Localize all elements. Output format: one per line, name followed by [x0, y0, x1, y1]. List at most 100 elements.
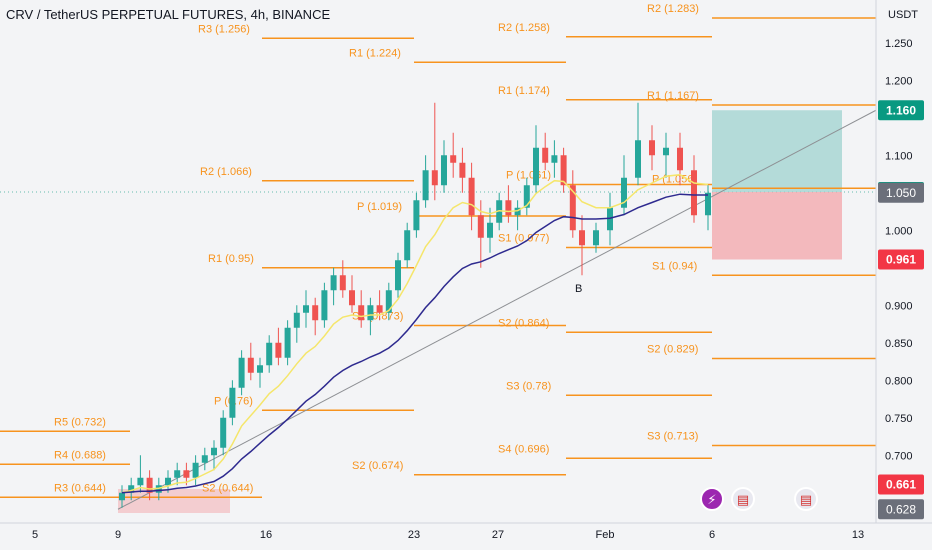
- price-badge-label: 0.961: [886, 253, 916, 267]
- candle-body: [514, 207, 521, 216]
- pivot-label: R1 (1.167): [647, 90, 699, 102]
- pivot-label: R4 (0.688): [54, 449, 106, 461]
- pivot-label: R1 (1.224): [349, 47, 401, 59]
- candle-body: [247, 357, 254, 373]
- price-badge: [878, 249, 924, 270]
- pivot-label: R2 (1.258): [498, 22, 550, 34]
- axis-unit-label: USDT: [888, 9, 918, 21]
- candle-body: [321, 290, 328, 321]
- candle-body: [128, 485, 135, 493]
- pivot-label: R3 (1.256): [198, 23, 250, 35]
- candle-body: [275, 342, 282, 358]
- us-flag-event-icon[interactable]: [731, 487, 755, 511]
- target-zone: [712, 110, 842, 192]
- price-badge-label: 0.628: [886, 502, 916, 516]
- y-tick-label: 0.850: [885, 338, 913, 350]
- pivot-label: P (1.061): [506, 170, 551, 182]
- pivot-label: R1 (0.95): [208, 253, 254, 265]
- candle-body: [523, 185, 530, 208]
- candle-body: [312, 305, 319, 321]
- y-tick-label: 0.900: [885, 300, 913, 312]
- x-tick-label: 5: [32, 529, 38, 541]
- candle-body: [395, 260, 401, 291]
- lightning-event-icon[interactable]: [700, 487, 724, 511]
- trendline: [117, 109, 877, 510]
- candle-body: [266, 342, 273, 366]
- candle-body: [367, 305, 374, 321]
- candle-body: [635, 140, 641, 178]
- candle-body: [238, 357, 245, 388]
- candle-body: [459, 162, 466, 178]
- candle-body: [165, 477, 171, 486]
- pivot-label: P (1.019): [357, 201, 402, 213]
- y-tick-label: 1.250: [885, 38, 913, 50]
- pivot-label: R3 (0.644): [54, 482, 106, 494]
- candle-body: [404, 230, 411, 261]
- candle-body: [284, 327, 291, 358]
- pivot-label: S3 (0.713): [647, 431, 698, 443]
- candle-body: [569, 185, 576, 231]
- x-tick-label: 9: [115, 529, 121, 541]
- x-tick-label: 23: [408, 529, 420, 541]
- candle-body: [183, 470, 190, 478]
- pattern-marker-label: B: [575, 283, 582, 295]
- ema-fast-line: [121, 173, 709, 494]
- pivot-label: S2 (0.644): [202, 482, 253, 494]
- candle-body: [376, 305, 383, 313]
- pivot-label: S1 (0.873): [352, 311, 403, 323]
- candle-body: [450, 155, 457, 163]
- y-tick-label: 1.200: [885, 75, 913, 87]
- candle-body: [201, 455, 208, 463]
- candle-body: [137, 477, 144, 486]
- candle-body: [257, 365, 263, 373]
- pivot-label: S2 (0.829): [647, 344, 698, 356]
- candle-body: [560, 155, 567, 186]
- pivot-label: S3 (0.78): [506, 380, 551, 392]
- candle-body: [119, 492, 125, 501]
- candle-body: [431, 170, 438, 186]
- candle-body: [349, 290, 355, 306]
- x-tick-label: Feb: [596, 529, 615, 541]
- us-flag-event-icon-2[interactable]: [794, 487, 818, 511]
- pivot-label: S1 (0.977): [498, 233, 549, 245]
- candle-body: [607, 207, 613, 231]
- pivot-label: S2 (0.864): [498, 317, 549, 329]
- x-tick-label: 27: [492, 529, 504, 541]
- candle-body: [487, 222, 493, 238]
- candle-body: [155, 485, 162, 493]
- candle-body: [339, 275, 346, 291]
- y-tick-label: 0.750: [885, 413, 913, 425]
- x-tick-label: 13: [852, 529, 864, 541]
- candle-body: [220, 417, 227, 448]
- candle-body: [649, 140, 655, 156]
- pivot-label: R1 (1.174): [498, 85, 550, 97]
- y-tick-label: 1.100: [885, 150, 913, 162]
- price-badge: [878, 100, 924, 121]
- range-box: [118, 489, 230, 513]
- x-tick-label: 16: [260, 529, 272, 541]
- candle-body: [551, 155, 558, 163]
- candle-body: [413, 200, 420, 231]
- candle-body: [663, 147, 669, 156]
- pivot-label: R2 (1.066): [200, 166, 252, 178]
- candle-body: [691, 170, 697, 216]
- candle-body: [174, 470, 181, 478]
- candle-body: [593, 230, 599, 246]
- candle-body: [303, 305, 309, 313]
- pivot-label: R2 (1.283): [647, 3, 699, 15]
- pivot-label: P (1.056): [652, 173, 697, 185]
- y-tick-label: 0.800: [885, 375, 913, 387]
- price-badge-label: 1.160: [886, 103, 916, 117]
- price-badge-label: 0.661: [886, 478, 916, 492]
- candle-body: [579, 230, 585, 246]
- pivot-label: S1 (0.94): [652, 260, 697, 272]
- candle-body: [358, 305, 365, 321]
- candle-body: [533, 147, 539, 186]
- y-tick-label: 1.000: [885, 225, 913, 237]
- price-badge-label: 1.050: [886, 186, 916, 200]
- candle-body: [441, 155, 447, 186]
- candle-body: [385, 290, 392, 313]
- candle-body: [293, 312, 300, 328]
